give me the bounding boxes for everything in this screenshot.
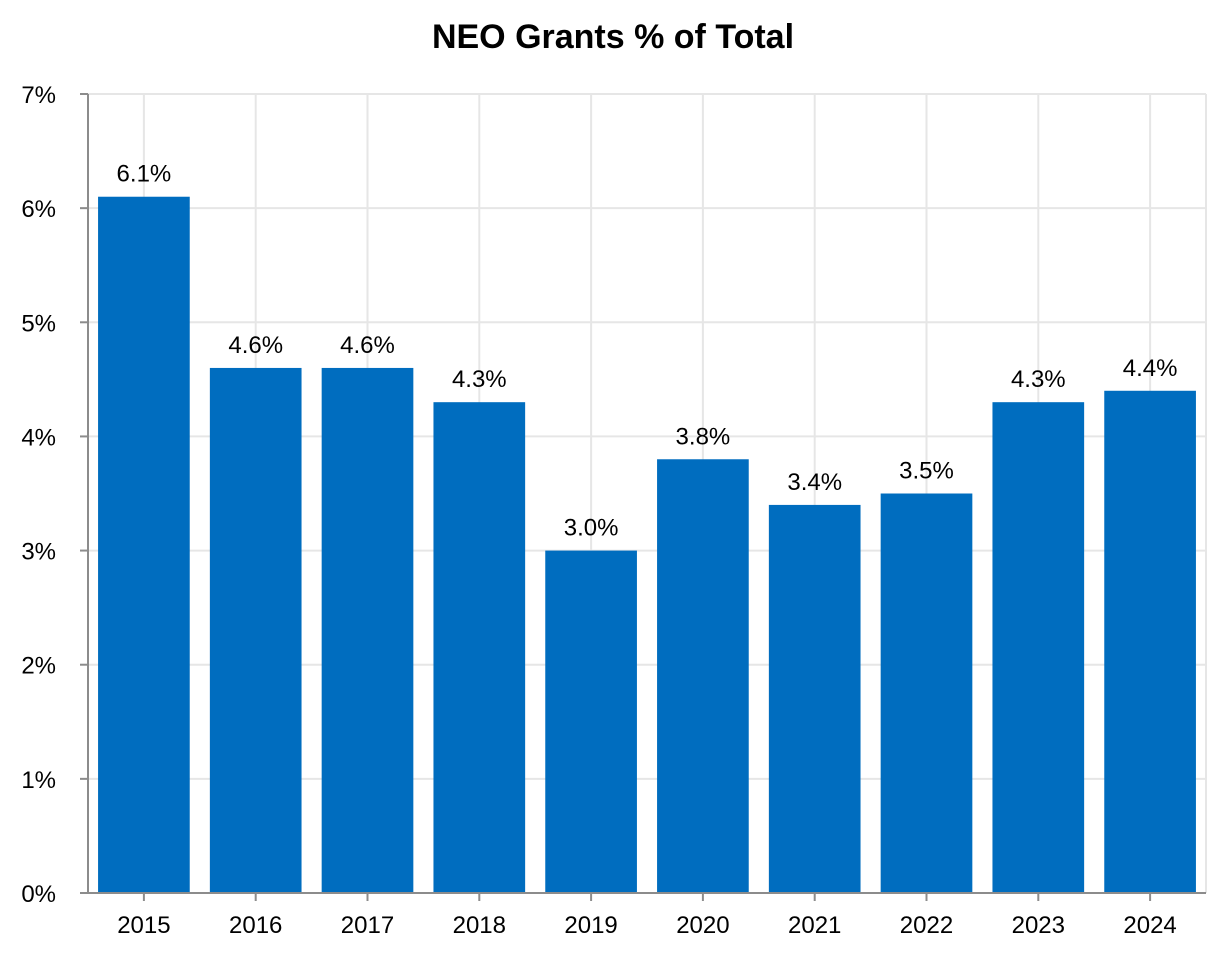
- bar: [1104, 390, 1196, 893]
- data-label: 6.1%: [117, 161, 172, 188]
- x-tick-label: 2015: [117, 912, 170, 939]
- chart-title: NEO Grants % of Total: [432, 18, 794, 56]
- y-tick-label: 3%: [21, 539, 56, 566]
- data-label: 4.6%: [228, 332, 283, 359]
- y-tick-label: 5%: [21, 310, 56, 337]
- y-tick-label: 2%: [21, 653, 56, 680]
- x-tick-label: 2024: [1123, 912, 1176, 939]
- data-label: 4.3%: [1011, 366, 1066, 393]
- labels: 0% 1% 2% 3% 4% 5% 6% 7% 6.1% 2015 4.6% 2016 4.6% 2017…: [21, 82, 1177, 939]
- bar: [209, 367, 302, 893]
- x-tick-label: 2017: [341, 912, 394, 939]
- data-label: 3.0%: [564, 515, 619, 542]
- x-tick-label: 2018: [453, 912, 506, 939]
- y-tick-label: 0%: [21, 881, 56, 908]
- bar: [321, 367, 414, 893]
- data-label: 3.4%: [787, 469, 842, 496]
- x-tick-label: 2022: [900, 912, 953, 939]
- bar: [433, 402, 526, 893]
- data-label: 3.5%: [899, 458, 954, 485]
- x-tick-label: 2019: [564, 912, 617, 939]
- y-tick-label: 1%: [21, 767, 56, 794]
- bar: [880, 493, 973, 893]
- bar: [657, 459, 749, 893]
- bar: [545, 550, 637, 893]
- y-tick-label: 4%: [21, 424, 56, 451]
- y-tick-label: 7%: [21, 82, 56, 109]
- bar: [992, 402, 1085, 893]
- data-label: 3.8%: [676, 423, 731, 450]
- x-tick-label: 2021: [788, 912, 841, 939]
- x-tick-label: 2016: [229, 912, 282, 939]
- axes: [80, 93, 1206, 901]
- bar: [768, 504, 861, 893]
- y-tick-label: 6%: [21, 196, 56, 223]
- x-tick-label: 2023: [1012, 912, 1065, 939]
- bars: [98, 196, 1196, 893]
- bar: [98, 196, 190, 893]
- data-label: 4.6%: [340, 332, 395, 359]
- x-tick-label: 2020: [676, 912, 729, 939]
- data-label: 4.4%: [1123, 355, 1178, 382]
- data-label: 4.3%: [452, 366, 507, 393]
